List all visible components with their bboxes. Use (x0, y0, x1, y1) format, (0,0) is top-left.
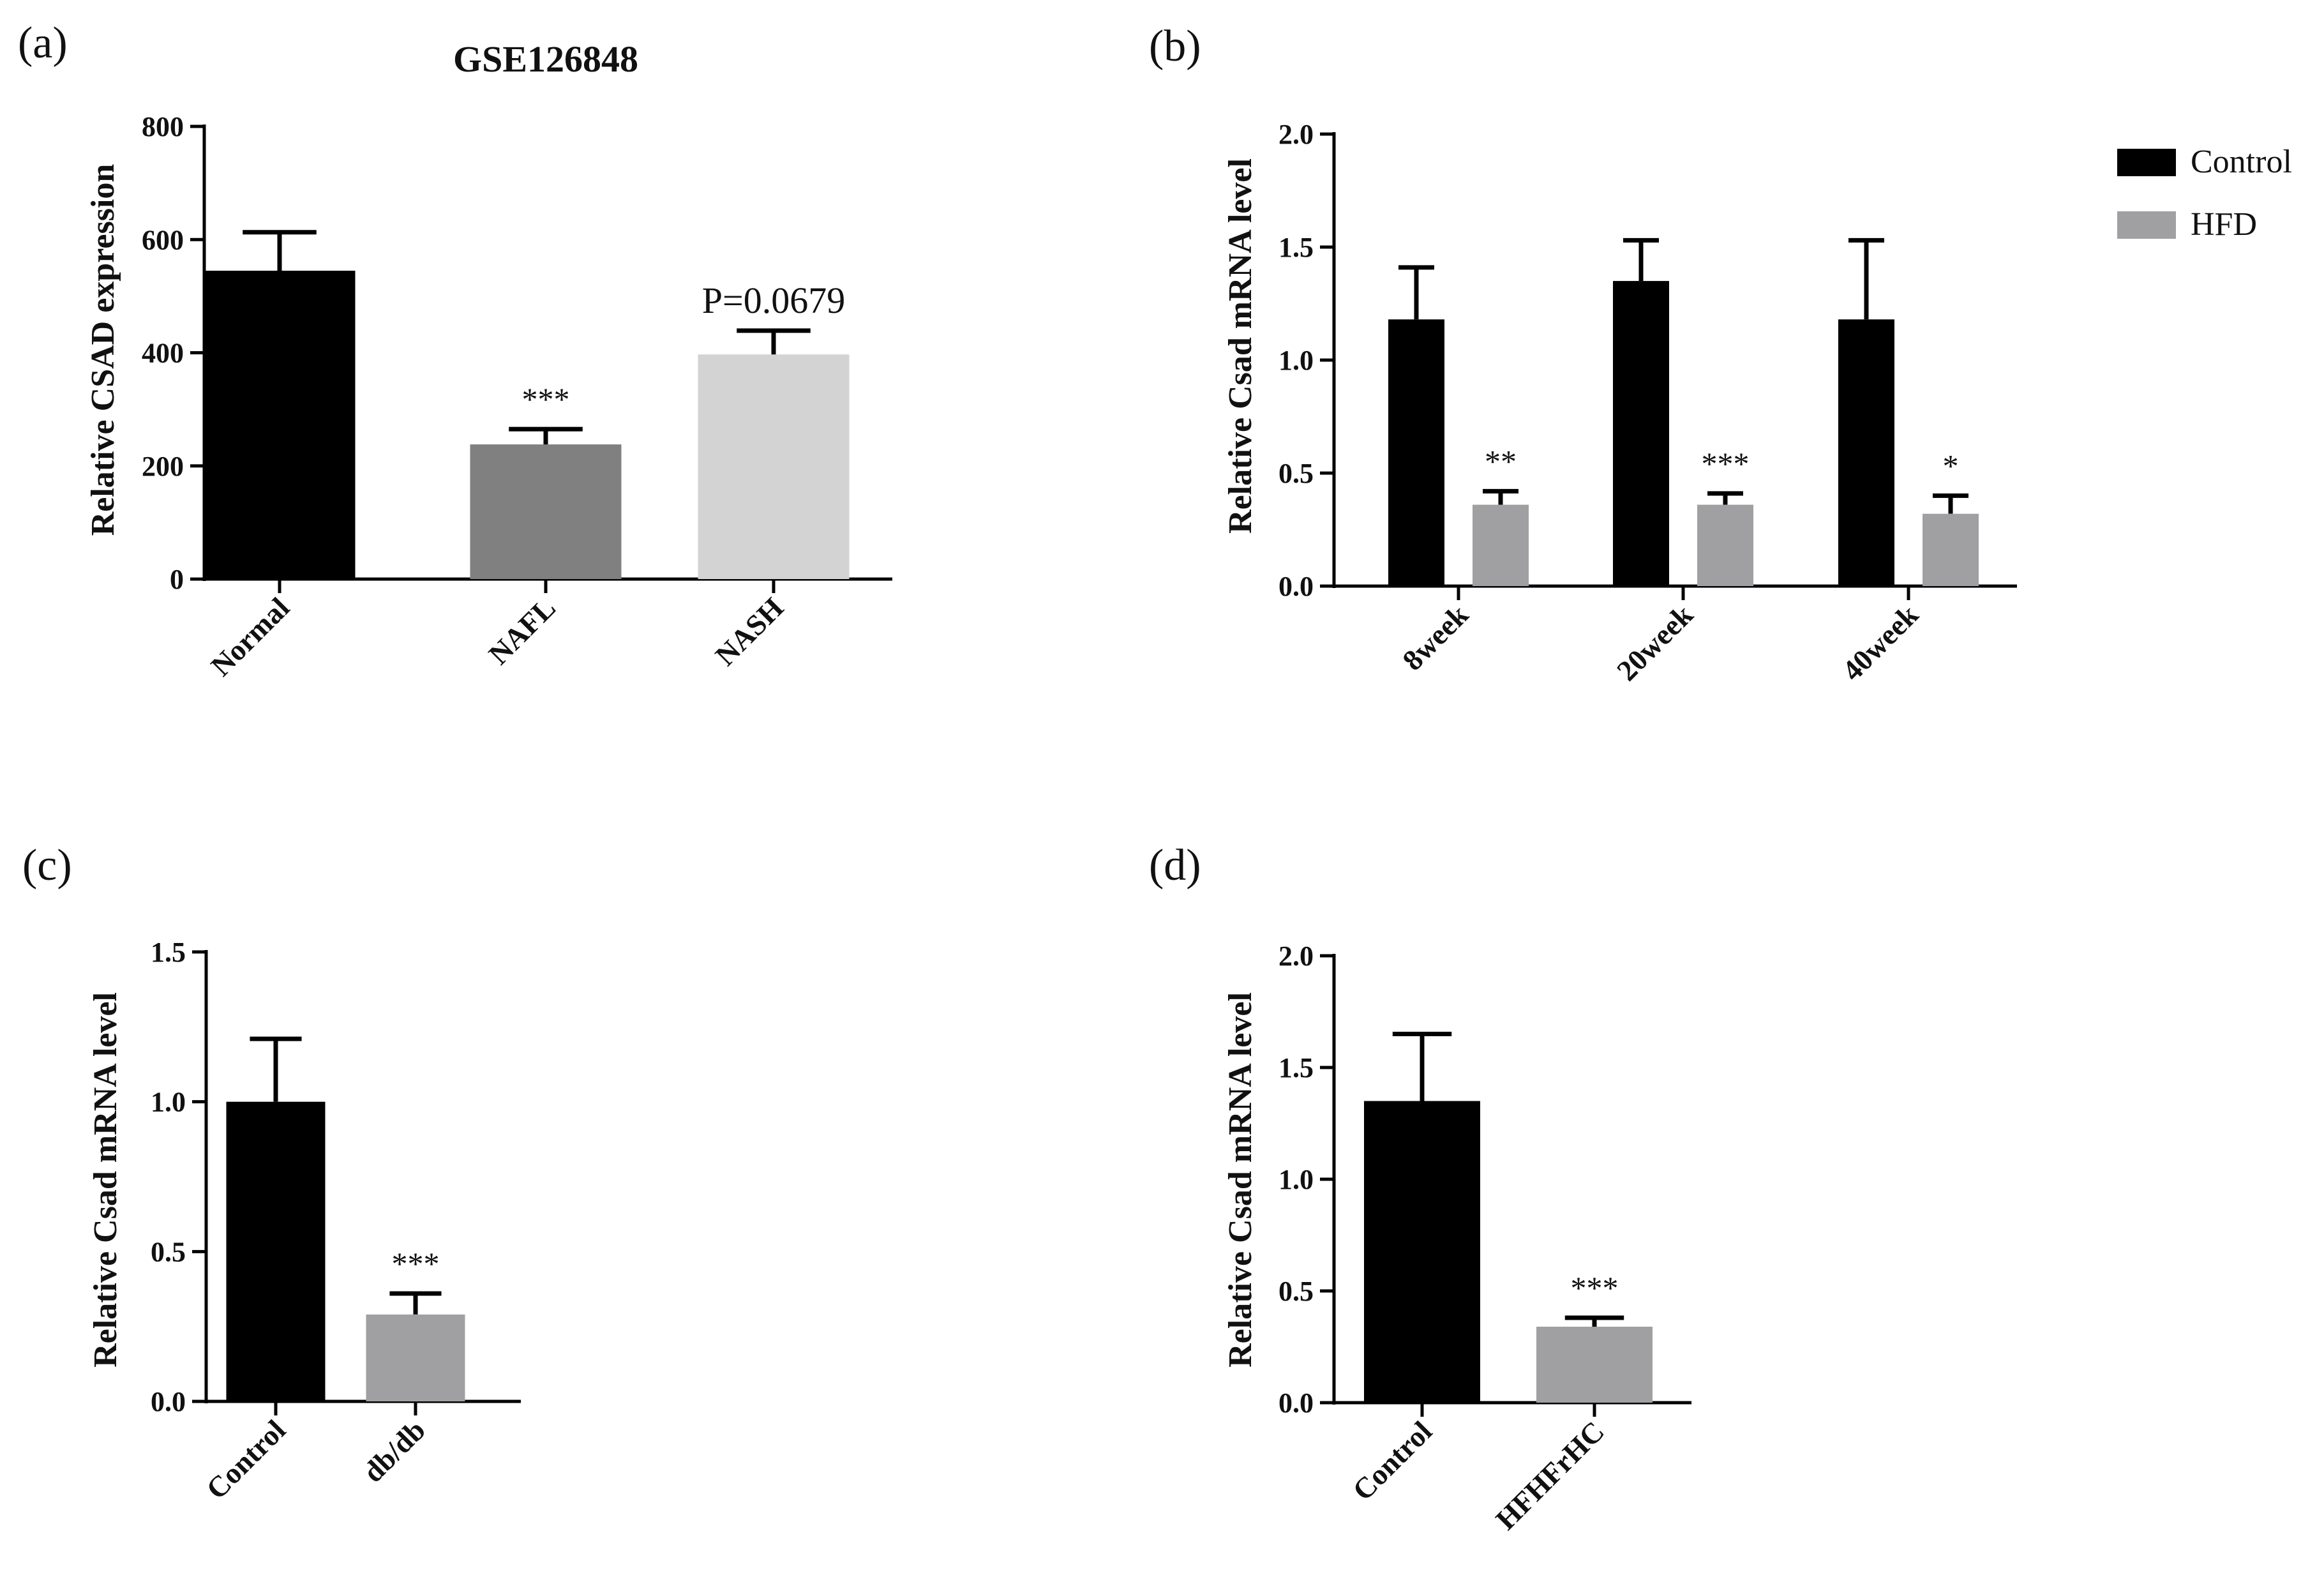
chart-d-xtick-label: HFHFrHC (1489, 1415, 1610, 1536)
chart-a-xtick-label: NASH (709, 591, 790, 672)
chart-a-bar (470, 444, 622, 579)
chart-b-bar (1697, 504, 1753, 586)
chart-a-ytick-label: 0 (170, 564, 184, 595)
panel-letter-b: (b) (1149, 22, 1201, 71)
chart-d-ytick-label: 0.0 (1278, 1387, 1314, 1419)
chart-a-annotation: P=0.0679 (702, 280, 845, 321)
chart-b-bar (1388, 319, 1444, 586)
chart-a-bar (204, 270, 356, 579)
legend-swatch-control (2117, 149, 2176, 176)
chart-b-bar (1838, 319, 1894, 586)
chart-c-plot: 0.0 0.5 1.0 1.5 Control *** db/db (151, 937, 521, 1505)
chart-a-xtick-label: Normal (204, 591, 296, 683)
chart-b-ytick-label: 0.5 (1278, 458, 1314, 489)
chart-a-ytick-label: 200 (142, 451, 184, 482)
chart-d-ytick-label: 0.5 (1278, 1276, 1314, 1307)
chart-d-ytick-label: 1.0 (1278, 1164, 1314, 1195)
chart-b-ytick-label: 0.0 (1278, 571, 1314, 602)
chart-a-ytick-label: 800 (142, 111, 184, 142)
chart-d-bar (1364, 1101, 1480, 1403)
chart-b-annotation: * (1943, 448, 1959, 483)
chart-c-annotation: *** (392, 1246, 440, 1281)
chart-c-xtick-label: db/db (357, 1414, 431, 1488)
chart-a-plot: 0 200 400 600 800 Normal *** NAFL P=0.0679 NASH (142, 111, 892, 683)
legend-label-hfd: HFD (2191, 206, 2257, 243)
chart-d-plot: 0.0 0.5 1.0 1.5 2.0 Control *** HFHFrHC (1278, 940, 1691, 1536)
chart-b-bar (1923, 513, 1979, 586)
chart-a-ylabel: Relative CSAD expression (85, 164, 121, 536)
chart-c-bar (226, 1101, 326, 1401)
legend-swatch-hfd (2117, 211, 2176, 239)
chart-a-ytick-label: 600 (142, 224, 184, 255)
chart-b-ytick-label: 1.5 (1278, 232, 1314, 263)
chart-b-annotation: *** (1702, 446, 1750, 481)
chart-d-ytick-label: 2.0 (1278, 940, 1314, 972)
chart-b-ylabel: Relative Csad mRNA level (1222, 158, 1259, 534)
chart-b-legend: Control HFD (2117, 144, 2292, 243)
chart-c-ytick-label: 1.5 (151, 937, 186, 968)
chart-b-ytick-label: 1.0 (1278, 345, 1314, 376)
chart-d-ylabel: Relative Csad mRNA level (1222, 992, 1259, 1368)
chart-d-ytick-label: 1.5 (1278, 1052, 1314, 1083)
chart-a-annotation: *** (522, 381, 570, 417)
chart-b-bar (1473, 504, 1529, 586)
chart-c-ytick-label: 0.5 (151, 1236, 186, 1267)
chart-c-ytick-label: 0.0 (151, 1386, 186, 1417)
chart-c-ylabel: Relative Csad mRNA level (87, 992, 124, 1368)
panel-letter-c: (c) (22, 841, 72, 890)
chart-c-bar (366, 1314, 465, 1401)
chart-b-xtick-label: 20week (1610, 598, 1699, 687)
chart-b-xtick-label: 40week (1836, 598, 1924, 687)
chart-b-ytick-label: 2.0 (1278, 119, 1314, 150)
chart-b-bar (1613, 281, 1669, 586)
chart-a-xtick-label: NAFL (482, 591, 562, 671)
chart-c-ytick-label: 1.0 (151, 1087, 186, 1118)
panel-letter-a: (a) (18, 19, 68, 68)
legend-label-control: Control (2191, 144, 2292, 180)
chart-b-plot: 0.0 0.5 1.0 1.5 2.0 ** 8week *** 20week * 40week (1278, 119, 2017, 687)
chart-b-annotation: ** (1485, 443, 1517, 479)
chart-d-xtick-label: Control (1346, 1415, 1438, 1507)
chart-c-xtick-label: Control (200, 1414, 292, 1505)
chart-d-bar (1536, 1327, 1653, 1403)
chart-b-xtick-label: 8week (1396, 598, 1474, 677)
chart-d-annotation: *** (1571, 1270, 1619, 1306)
chart-a-bar (698, 354, 850, 579)
panel-letter-d: (d) (1149, 841, 1201, 890)
chart-a-title: GSE126848 (453, 38, 638, 80)
chart-a-ytick-label: 400 (142, 338, 184, 369)
